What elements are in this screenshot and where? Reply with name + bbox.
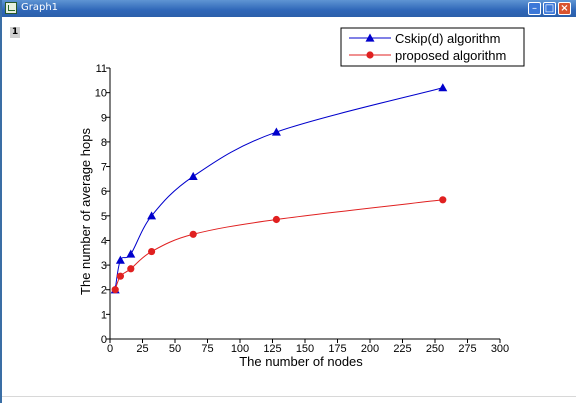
legend-label-2: proposed algorithm [395, 48, 506, 63]
series-2-point [148, 247, 156, 256]
series-2-point [189, 230, 197, 238]
legend-marker-1 [365, 33, 375, 42]
y-tick-label: 1 [101, 309, 107, 321]
series-2-point [439, 196, 447, 204]
y-tick-label: 0 [101, 334, 107, 346]
y-tick-label: 5 [101, 211, 107, 223]
close-icon[interactable]: × [558, 2, 571, 15]
y-tick-label: 4 [101, 235, 107, 247]
series-1-point [438, 83, 448, 92]
y-tick-label: 7 [101, 162, 107, 174]
series-2-point [116, 272, 124, 280]
series-1-point [126, 249, 136, 258]
x-tick-label: 25 [136, 343, 148, 355]
title-bar[interactable]: Graph1 – □ × [2, 0, 576, 17]
x-tick-label: 125 [263, 343, 281, 355]
x-tick-label: 300 [491, 343, 509, 355]
series-line-1 [114, 87, 443, 290]
series-1-point [147, 211, 157, 220]
divider [2, 396, 576, 397]
x-axis-label: The number of nodes [239, 354, 363, 369]
y-tick-label: 10 [95, 88, 107, 100]
legend-label-1: Cskip(d) algorithm [395, 31, 500, 46]
series-1-point [271, 127, 281, 136]
y-tick-label: 8 [101, 137, 107, 149]
x-tick-label: 0 [107, 343, 113, 355]
x-tick-label: 50 [169, 343, 181, 355]
x-tick-label: 250 [426, 343, 444, 355]
x-tick-label: 225 [393, 343, 411, 355]
x-tick-label: 200 [361, 343, 379, 355]
x-tick-label: 275 [458, 343, 476, 355]
series-line-2 [114, 199, 443, 290]
x-tick-label: 75 [201, 343, 213, 355]
x-tick-label: 175 [328, 343, 346, 355]
y-tick-label: 11 [96, 63, 107, 75]
window-title: Graph1 [21, 2, 59, 13]
graph-window-icon[interactable] [5, 2, 17, 14]
layer-tab[interactable]: 1 [10, 27, 20, 38]
y-axis-label: The number of average hops [78, 128, 93, 295]
series-2-point [272, 215, 280, 224]
series-2-point [127, 265, 135, 273]
y-tick-label: 9 [101, 112, 107, 124]
series-2-point [111, 286, 119, 294]
y-tick-label: 6 [101, 186, 107, 198]
series-1-point [115, 255, 125, 264]
legend-marker-2 [366, 51, 374, 59]
legend-box [340, 27, 525, 67]
minimize-icon[interactable]: – [528, 2, 541, 15]
y-tick-label: 2 [101, 285, 107, 297]
x-tick-label: 100 [231, 343, 249, 355]
series-1-point [188, 171, 198, 180]
maximize-icon[interactable]: □ [543, 2, 556, 15]
y-tick-label: 3 [101, 260, 107, 272]
x-tick-label: 150 [296, 343, 314, 355]
